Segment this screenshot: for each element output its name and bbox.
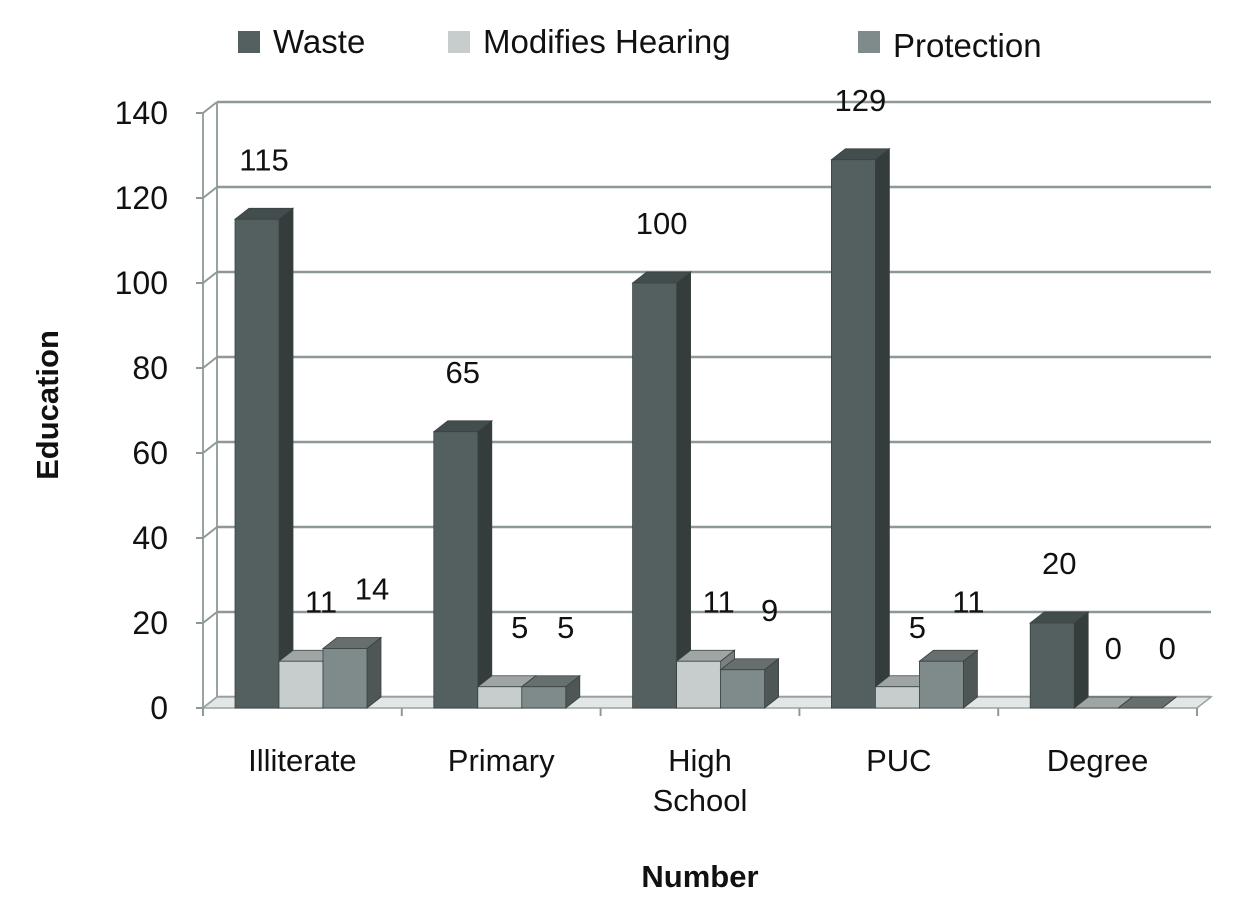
- y-axis-title: Education: [30, 330, 65, 480]
- data-label: 11: [305, 584, 337, 619]
- x-tick-label: High School: [653, 743, 748, 818]
- x-tick-label: Illiterate: [248, 743, 357, 778]
- bar-layer: [233, 147, 1178, 709]
- data-label: 20: [1042, 546, 1076, 581]
- bar-protection: [1117, 696, 1178, 709]
- y-tick-label: 40: [132, 520, 168, 556]
- gridline-side: [202, 611, 218, 624]
- data-label: 0: [1105, 631, 1122, 666]
- gridline-side: [202, 101, 218, 114]
- bar-protection: [520, 674, 581, 709]
- y-tick-label: 120: [115, 180, 168, 216]
- data-label: 11: [703, 584, 735, 619]
- bar-protection: [321, 636, 383, 709]
- bar-waste: [233, 207, 295, 709]
- data-label: 5: [511, 610, 528, 645]
- legend-swatch: [858, 31, 880, 53]
- gridline-side: [202, 356, 218, 369]
- bar-waste: [631, 271, 692, 709]
- y-tick-label: 0: [150, 690, 168, 726]
- data-label: 11: [952, 584, 984, 619]
- bar-waste: [1029, 611, 1090, 709]
- data-label: 100: [636, 206, 688, 241]
- y-tick-label: 100: [115, 265, 168, 301]
- y-tick-label: 80: [132, 350, 168, 386]
- legend-item: Protection: [858, 27, 1042, 64]
- bar-protection: [918, 649, 979, 709]
- x-axis-title: Number: [641, 859, 758, 894]
- x-tick-label: PUC: [866, 743, 931, 778]
- legend-label: Protection: [893, 27, 1042, 64]
- x-tick-label: Degree: [1047, 743, 1149, 778]
- data-label: 129: [835, 83, 887, 118]
- gridline-side: [202, 526, 218, 539]
- y-tick-label: 140: [115, 95, 168, 131]
- bar-waste: [432, 419, 493, 709]
- bar-protection: [719, 657, 780, 709]
- y-tick-label: 60: [132, 435, 168, 471]
- gridline-side: [202, 441, 218, 454]
- legend-swatch: [448, 31, 470, 53]
- bar-waste: [830, 147, 891, 709]
- legend-item: Modifies Hearing: [448, 23, 731, 60]
- data-label: 5: [909, 610, 926, 645]
- legend-item: Waste: [238, 23, 365, 60]
- legend: Waste Modifies Hearing Protection: [238, 23, 1042, 64]
- x-tick-label: Primary: [448, 743, 555, 778]
- data-label: 0: [1159, 631, 1176, 666]
- y-tick-label: 20: [132, 605, 168, 641]
- legend-swatch: [238, 31, 260, 53]
- data-label: 9: [761, 593, 778, 628]
- gridline-side: [202, 271, 218, 284]
- data-label: 5: [557, 610, 574, 645]
- data-label: 14: [355, 572, 389, 607]
- legend-label: Modifies Hearing: [483, 23, 731, 60]
- data-label: 115: [239, 142, 288, 177]
- data-label: 65: [446, 355, 480, 390]
- legend-label: Waste: [273, 23, 365, 60]
- gridline-side: [202, 186, 218, 199]
